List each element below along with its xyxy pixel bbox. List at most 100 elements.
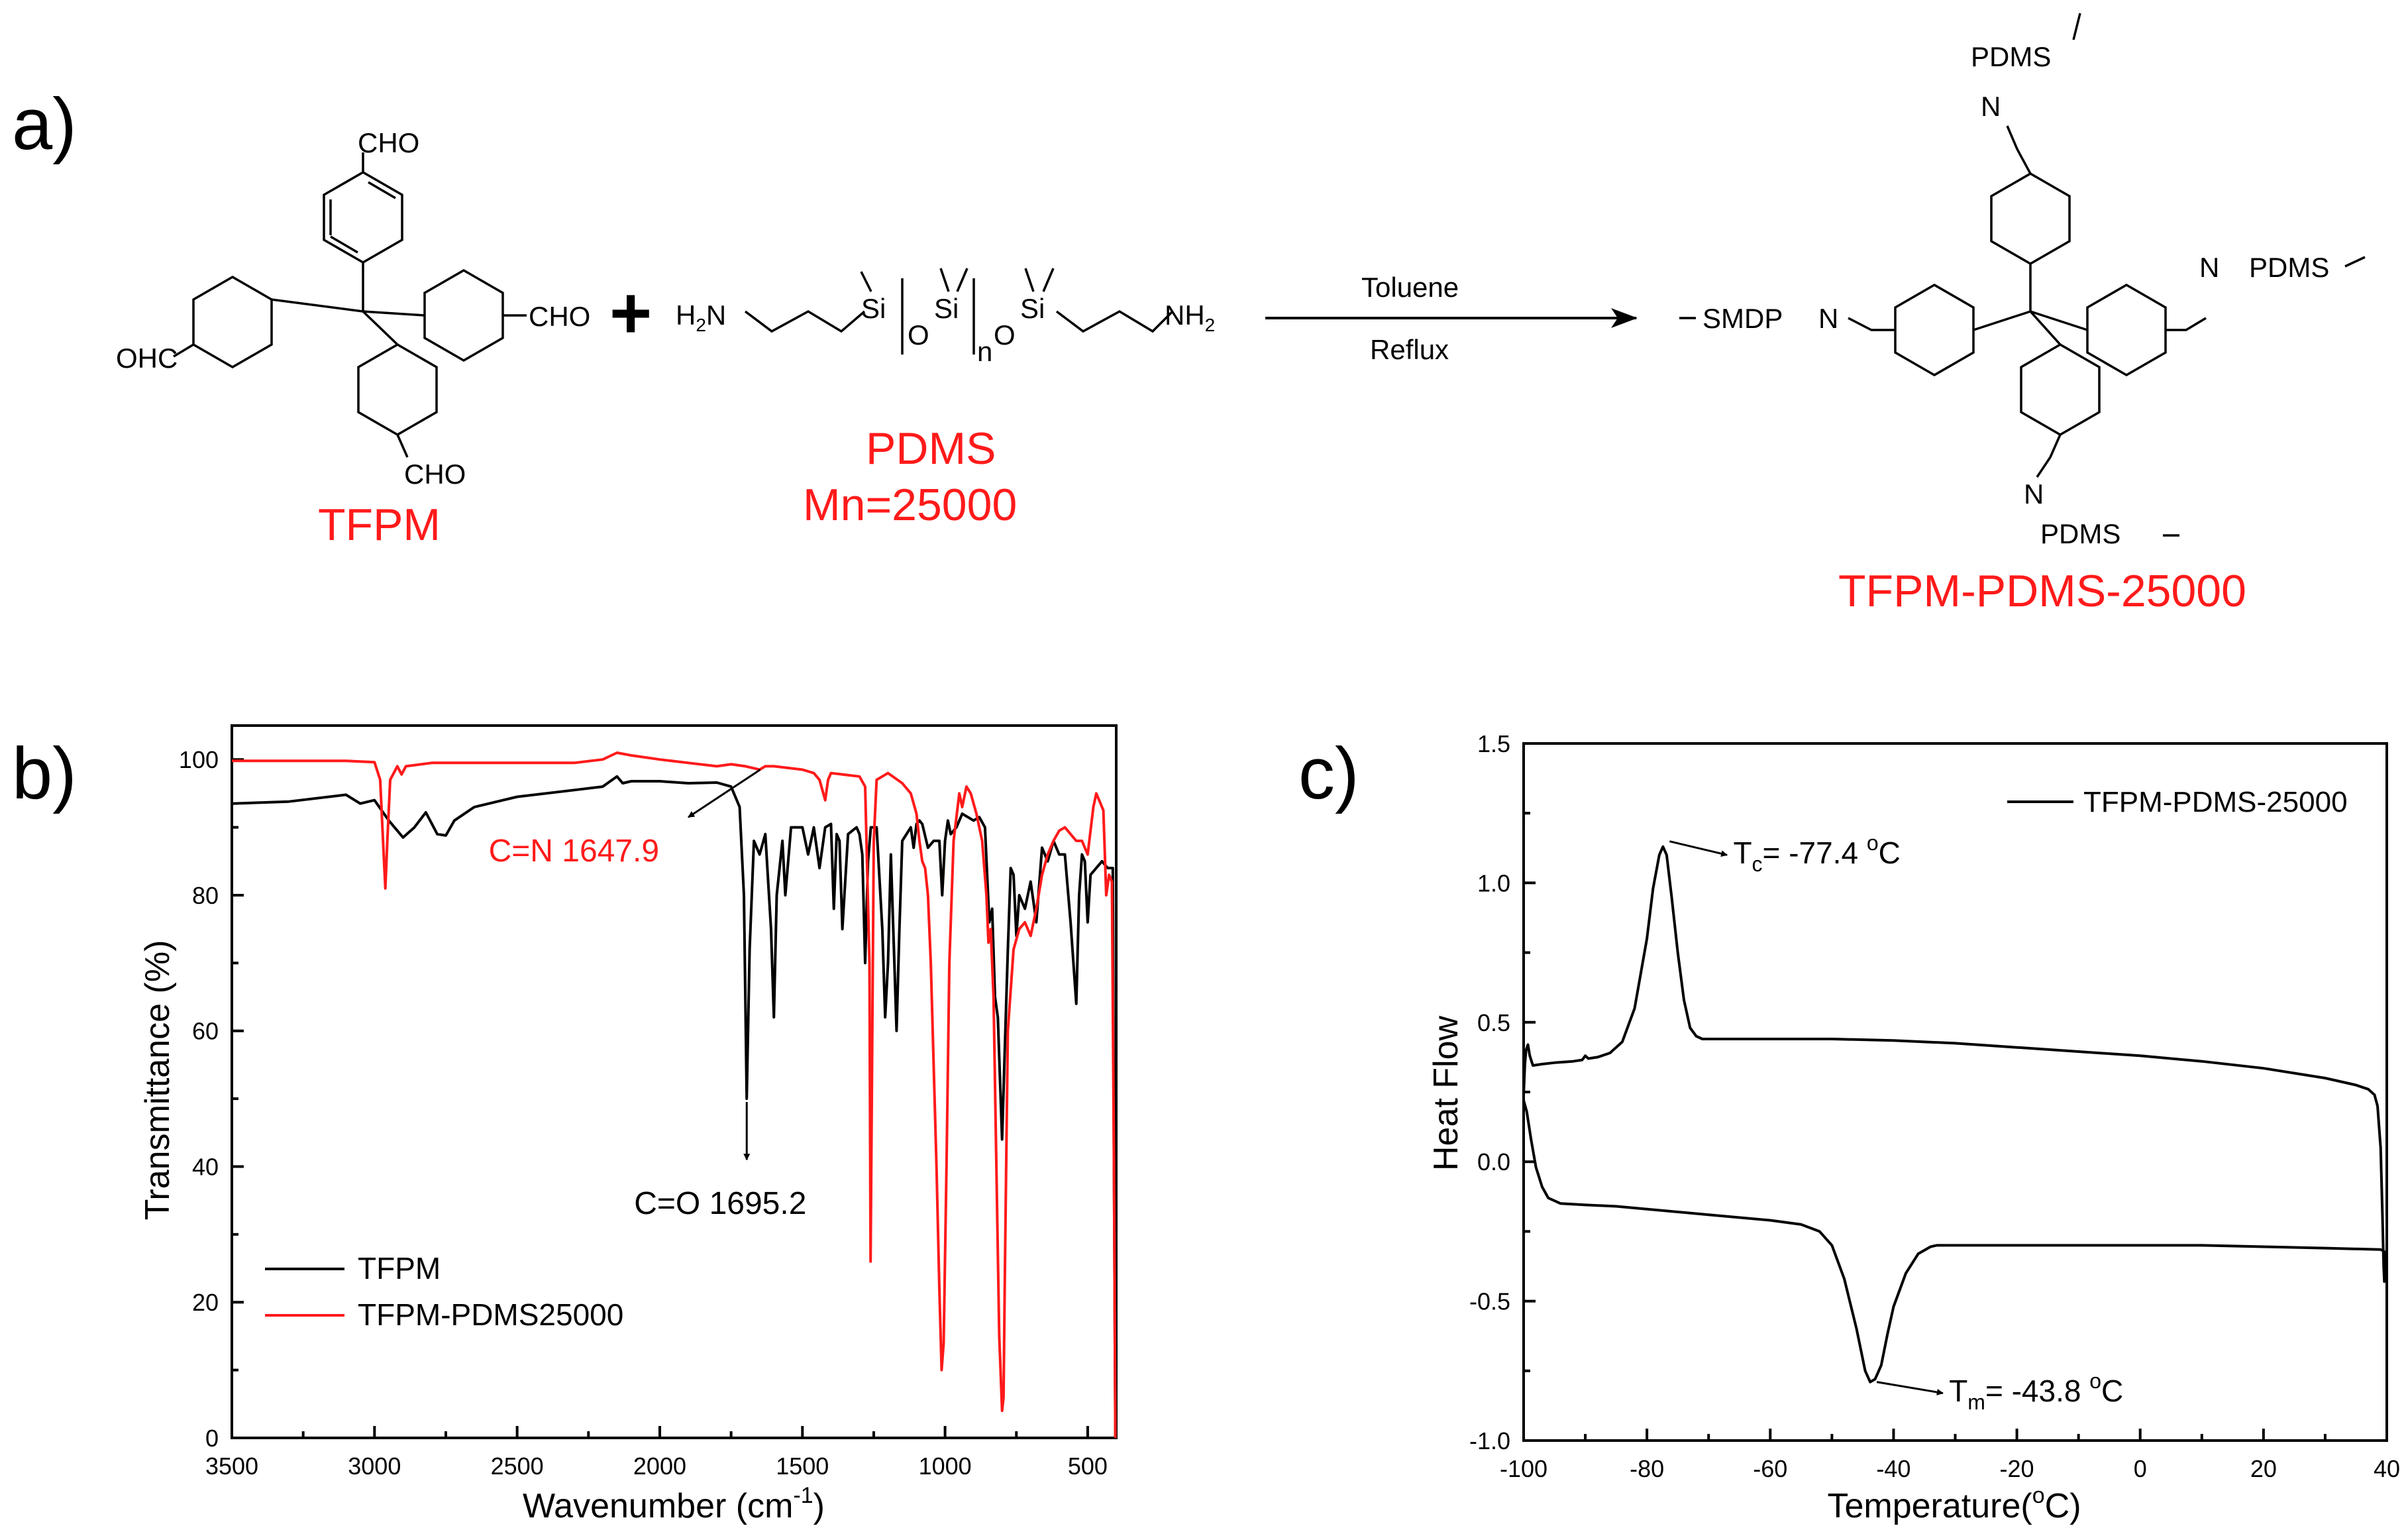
p-pdms-top: PDMS	[1971, 41, 2051, 72]
series-line-0	[1522, 845, 2387, 1384]
bond-left-cho	[173, 343, 194, 358]
pdms-chain-left	[744, 309, 866, 333]
dsc-ticks: -100 -80 -60 -40 -20 0 20 40 -1.0 -0.5 0.0 0.5 1.0 1.…	[1469, 730, 2400, 1482]
x-tick-label-6: 20	[2250, 1455, 2277, 1482]
tfpm-ohc-left: OHC	[116, 343, 178, 374]
dsc-legend: TFPM-PDMS-25000	[2007, 786, 2348, 818]
x-tick-label-1: -80	[1630, 1455, 1664, 1482]
tfpm-structure: CHO CHO OHC CHO TFPM	[116, 127, 590, 550]
dsc-series	[1522, 845, 2387, 1384]
ring-left	[192, 275, 273, 369]
bond-bottom-cho	[396, 434, 409, 458]
ftir-xlabel: Wavenumber (cm-1)	[523, 1483, 825, 1525]
y-tick-label-5: 1.5	[1477, 730, 1510, 757]
cn-arrow	[688, 769, 761, 818]
tfpm-cho-top: CHO	[358, 127, 419, 158]
pdms-mn-label: Mn=25000	[803, 480, 1017, 530]
product-bonds	[1679, 13, 2366, 537]
p-pdms-right: PDMS	[2249, 252, 2329, 283]
dsc-ylabel: Heat Flow	[1427, 1016, 1465, 1172]
y-tick-label-2: 0.0	[1477, 1148, 1510, 1175]
p-imine-left	[1848, 317, 1895, 331]
p-n-left: N	[1818, 303, 1838, 334]
y-tick-label-1: 20	[192, 1289, 219, 1316]
y-tick-label-4: 1.0	[1477, 869, 1510, 897]
reaction-scheme: a)	[12, 13, 2366, 616]
condition-label: Reflux	[1370, 334, 1449, 365]
product-structure: PDMS N N PDMS SMDP N N PDMS TFPM-PDMS-25…	[1679, 13, 2366, 616]
p-bond-center-right	[2030, 310, 2088, 331]
p-imine-top	[2006, 125, 2032, 174]
solvent-label: Toluene	[1361, 272, 1459, 303]
ring-top	[323, 170, 403, 264]
y-tick-label-4: 80	[192, 882, 219, 909]
pdms-methyl-1	[860, 271, 872, 292]
p-pdms-bottom: PDMS	[2040, 518, 2120, 549]
x-tick-label-5: 1000	[919, 1452, 972, 1480]
bond-center-right	[362, 310, 425, 317]
p-ring-top	[1990, 172, 2071, 266]
legend-label-tfpm-pdms: TFPM-PDMS25000	[358, 1297, 623, 1332]
p-ring-bottom	[2020, 343, 2101, 437]
ring-top-double1	[368, 181, 396, 199]
p-n-top: N	[1981, 91, 2001, 122]
p-ring-left	[1894, 283, 1975, 377]
legend-label-dsc: TFPM-PDMS-25000	[2083, 786, 2348, 818]
tc-label: Tc= -77.4 oC	[1733, 831, 1900, 876]
y-tick-label-1: -0.5	[1469, 1288, 1510, 1315]
bond-center-left	[271, 298, 364, 313]
pdms-nh2: NH2	[1165, 300, 1215, 335]
plus-sign: +	[609, 272, 652, 354]
dsc-annotations: Tc= -77.4 oC Tm= -43.8 oC	[1669, 831, 2123, 1414]
pdms-methyl-2	[939, 268, 950, 292]
x-tick-label-3: 2000	[633, 1452, 686, 1480]
ftir-annotations: C=O 1695.2 C=N 1647.9	[489, 769, 806, 1221]
y-tick-label-2: 40	[192, 1153, 219, 1180]
x-tick-label-1: 3000	[348, 1452, 401, 1480]
y-tick-label-3: 0.5	[1477, 1009, 1510, 1036]
pdms-chain-right	[1055, 309, 1174, 333]
panel-c: c) -100 -80 -60 -40 -20 0 20 40 -1.0 -0.5 0.0 0.5 1.…	[1298, 730, 2400, 1525]
ftir-plot-frame	[231, 724, 1118, 1439]
ftir-series	[231, 751, 1117, 1439]
pdms-o-1: O	[908, 319, 929, 351]
x-tick-label-4: 1500	[776, 1452, 829, 1480]
p-bond-center-bottom	[2029, 310, 2062, 346]
pdms-methyl-5	[1042, 268, 1055, 292]
tfpm-label: TFPM	[318, 500, 441, 550]
tm-arrow	[1876, 1381, 1944, 1395]
p-smdp-left: SMDP	[1702, 303, 1783, 334]
product-label: TFPM-PDMS-25000	[1838, 566, 2246, 616]
ring-bottom	[357, 343, 438, 437]
y-tick-label-0: -1.0	[1469, 1427, 1510, 1454]
dsc-xlabel: Temperature(oC)	[1827, 1483, 2081, 1525]
tm-label: Tm= -43.8 oC	[1949, 1369, 2123, 1414]
ring-top-double2	[330, 235, 358, 254]
x-tick-label-0: -100	[1500, 1455, 1547, 1482]
pdms-label: PDMS	[866, 423, 996, 474]
pdms-si-2: Si	[934, 293, 959, 324]
reaction-arrow: Toluene Reflux	[1265, 272, 1638, 365]
pdms-methyl-4	[1024, 268, 1035, 292]
y-tick-label-3: 60	[192, 1018, 219, 1045]
series-line-1	[232, 751, 1117, 1439]
pdms-structure: H2N Si O Si n O Si NH2 PDMS Mn=25000	[676, 268, 1215, 530]
x-tick-label-0: 3500	[205, 1452, 258, 1480]
pdms-n-sub: n	[977, 336, 992, 367]
x-tick-label-4: -20	[2000, 1455, 2034, 1482]
ftir-ticks: 3500 3000 2500 2000 1500 1000 500 0 20 40 60 80 100	[179, 746, 1108, 1480]
y-tick-label-5: 100	[179, 746, 219, 773]
cn-label: C=N 1647.9	[489, 834, 660, 869]
dsc-plot-frame	[1522, 742, 2388, 1442]
ring-right	[423, 268, 504, 362]
pdms-o-2: O	[994, 319, 1016, 351]
p-imine-right	[2166, 317, 2207, 331]
pdms-methyl-3	[956, 268, 968, 292]
x-tick-label-6: 500	[1068, 1452, 1108, 1480]
x-tick-label-5: 0	[2134, 1455, 2147, 1482]
panel-label-a: a)	[12, 83, 77, 165]
panel-b: b) 3500 3000 2500 2000 1500 1000 500 0 20 40 60 80 1…	[12, 724, 1118, 1525]
pdms-h2n: H2N	[676, 300, 726, 335]
y-tick-label-0: 0	[205, 1425, 219, 1452]
